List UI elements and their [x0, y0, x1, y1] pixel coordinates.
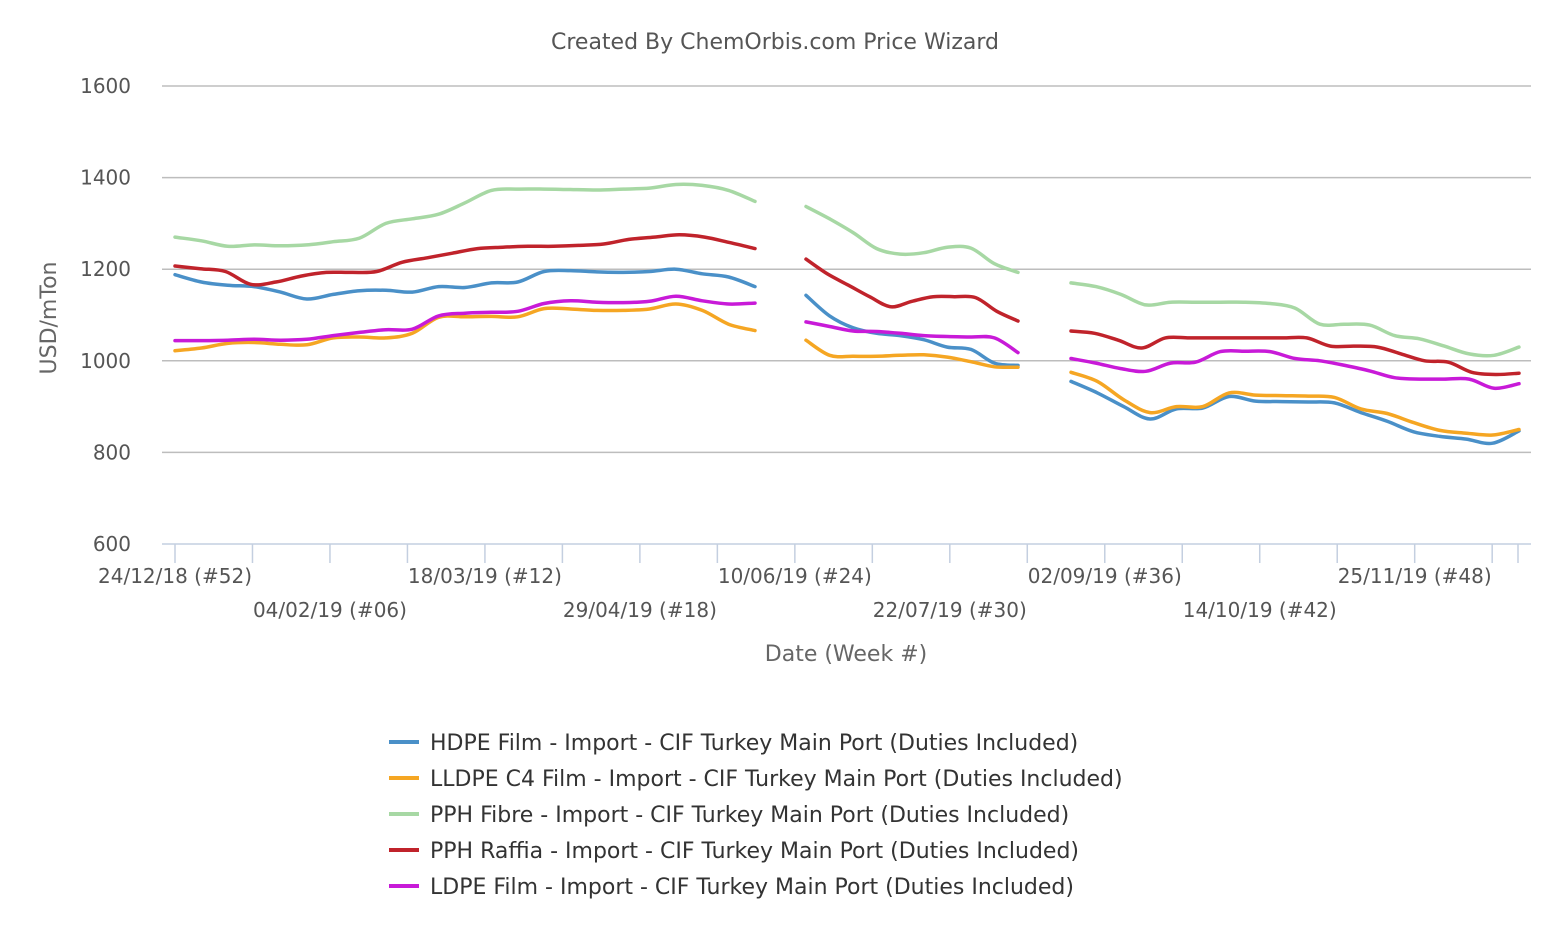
legend-label: PPH Fibre - Import - CIF Turkey Main Por… [430, 803, 1069, 828]
legend-item[interactable]: LLDPE C4 Film - Import - CIF Turkey Main… [389, 767, 1123, 792]
series-1 [173, 302, 1521, 437]
x-axis: 24/12/18 (#52)04/02/19 (#06)18/03/19 (#1… [98, 543, 1531, 622]
y-tick-label: 1600 [80, 74, 131, 98]
y-axis-label: USD/mTon [37, 262, 62, 375]
series-line-segment [1069, 370, 1521, 437]
legend-label: HDPE Film - Import - CIF Turkey Main Por… [430, 731, 1078, 756]
series-lines [173, 182, 1521, 446]
legend-item[interactable]: PPH Fibre - Import - CIF Turkey Main Por… [389, 803, 1069, 828]
x-tick-label: 04/02/19 (#06) [253, 598, 407, 622]
series-2 [173, 182, 1521, 358]
legend-label: LDPE Film - Import - CIF Turkey Main Por… [430, 875, 1074, 900]
series-line-segment [804, 320, 1020, 355]
y-tick-label: 1400 [80, 166, 131, 190]
x-axis-label: Date (Week #) [765, 642, 927, 667]
y-tick-label: 1000 [80, 349, 131, 373]
legend-item[interactable]: PPH Raffia - Import - CIF Turkey Main Po… [389, 839, 1079, 864]
x-tick-label: 29/04/19 (#18) [563, 598, 717, 622]
legend: HDPE Film - Import - CIF Turkey Main Por… [389, 731, 1123, 900]
chart-title: Created By ChemOrbis.com Price Wizard [551, 30, 999, 55]
series-line-segment [173, 267, 757, 301]
series-line-segment [804, 338, 1020, 370]
x-tick-label: 14/10/19 (#42) [1183, 598, 1337, 622]
y-tick-label: 800 [93, 440, 131, 464]
series-line-segment [173, 233, 757, 287]
series-line-segment [1069, 329, 1521, 377]
x-tick-label: 24/12/18 (#52) [98, 564, 252, 588]
series-line-segment [1069, 281, 1521, 358]
x-tick-label: 22/07/19 (#30) [873, 598, 1027, 622]
series-0 [173, 267, 1521, 446]
legend-item[interactable]: HDPE Film - Import - CIF Turkey Main Por… [389, 731, 1078, 756]
y-tick-label: 600 [93, 532, 131, 556]
series-line-segment [804, 204, 1020, 275]
series-4 [173, 294, 1521, 391]
x-tick-label: 02/09/19 (#36) [1028, 564, 1182, 588]
series-line-segment [173, 302, 757, 353]
y-axis-ticks: 600 800 1000 1200 1400 1600 [80, 74, 131, 556]
y-tick-label: 1200 [80, 257, 131, 281]
x-tick-label: 18/03/19 (#12) [408, 564, 562, 588]
series-3 [173, 233, 1521, 377]
x-tick-label: 25/11/19 (#48) [1338, 564, 1492, 588]
series-line-segment [173, 182, 757, 249]
legend-item[interactable]: LDPE Film - Import - CIF Turkey Main Por… [389, 875, 1074, 900]
x-tick-label: 10/06/19 (#24) [718, 564, 872, 588]
series-line-segment [804, 257, 1020, 323]
series-line-segment [1069, 379, 1521, 446]
series-line-segment [173, 294, 757, 343]
series-line-segment [804, 293, 1020, 368]
series-line-segment [1069, 348, 1521, 391]
legend-label: PPH Raffia - Import - CIF Turkey Main Po… [430, 839, 1079, 864]
legend-label: LLDPE C4 Film - Import - CIF Turkey Main… [430, 767, 1123, 792]
